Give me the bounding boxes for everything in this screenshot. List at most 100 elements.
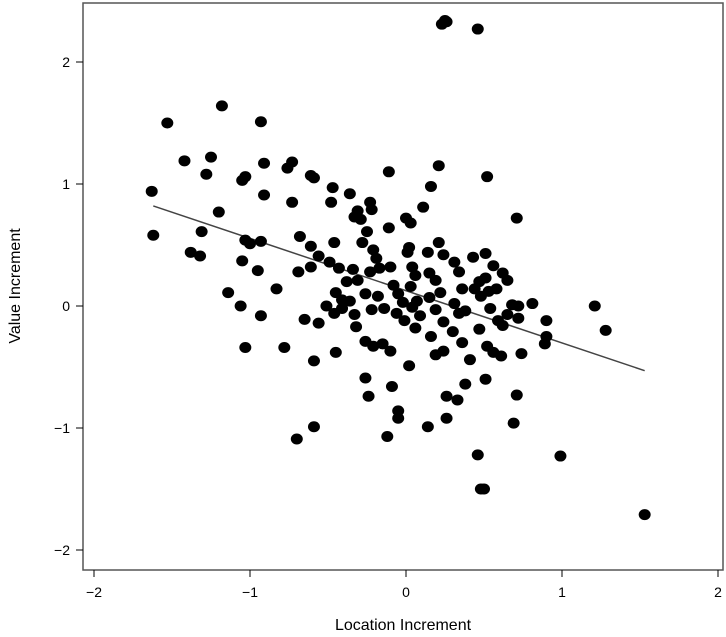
data-point <box>479 272 492 284</box>
data-point <box>205 151 217 163</box>
data-point <box>212 206 225 218</box>
data-point <box>307 355 320 367</box>
data-point <box>459 305 472 317</box>
data-point <box>501 274 514 286</box>
data-point <box>376 338 389 350</box>
data-point <box>365 204 378 216</box>
data-point <box>479 248 492 260</box>
data-point <box>429 274 442 286</box>
data-point <box>510 389 523 401</box>
data-point <box>487 260 500 272</box>
data-point <box>307 172 320 184</box>
data-point <box>270 283 283 295</box>
data-point <box>459 378 472 390</box>
plot-frame <box>82 2 724 571</box>
data-point <box>200 168 213 180</box>
data-point <box>323 256 336 268</box>
data-point <box>490 283 503 295</box>
data-point <box>385 381 398 393</box>
data-point <box>251 265 264 277</box>
data-point <box>215 100 228 112</box>
data-point <box>350 321 363 333</box>
data-point <box>434 287 447 299</box>
data-point <box>417 201 430 213</box>
data-point <box>343 295 356 307</box>
data-point <box>359 288 372 300</box>
data-point <box>638 509 651 521</box>
data-point <box>401 246 414 258</box>
data-point <box>364 266 377 278</box>
data-point <box>473 323 486 335</box>
x-tick-label: 2 <box>714 584 722 600</box>
data-point <box>495 350 508 362</box>
data-point <box>432 237 445 249</box>
data-point <box>332 262 345 274</box>
data-point <box>421 421 434 433</box>
data-point <box>456 337 469 349</box>
data-point <box>258 189 271 201</box>
data-point <box>336 302 349 314</box>
data-point <box>328 237 341 249</box>
data-point <box>382 222 395 234</box>
data-point <box>432 160 445 172</box>
data-point <box>222 287 235 299</box>
data-point <box>244 238 256 250</box>
data-point <box>437 249 450 261</box>
data-point <box>239 171 252 183</box>
data-point <box>365 304 378 316</box>
data-point <box>540 315 553 327</box>
data-point <box>236 255 249 267</box>
data-point <box>496 320 509 332</box>
data-point <box>448 298 461 310</box>
data-point <box>326 182 339 194</box>
data-point <box>501 309 514 321</box>
data-point <box>320 300 333 312</box>
data-point <box>325 196 338 208</box>
data-point <box>599 324 612 336</box>
data-point <box>479 373 492 385</box>
data-point <box>384 261 397 273</box>
data-point <box>367 340 380 352</box>
data-point <box>429 304 442 316</box>
data-point <box>371 290 384 302</box>
data-point <box>307 421 320 433</box>
data-point <box>178 155 191 167</box>
data-point <box>292 266 305 278</box>
x-axis-label: Location Increment <box>335 617 472 634</box>
data-point <box>396 296 409 308</box>
data-point <box>421 246 434 258</box>
data-point <box>392 288 405 300</box>
data-point <box>258 157 271 169</box>
data-point <box>367 244 380 256</box>
data-point <box>404 217 417 229</box>
data-point <box>356 237 369 249</box>
data-point <box>304 240 317 252</box>
data-point <box>406 261 419 273</box>
data-point <box>481 171 494 183</box>
data-point <box>512 312 525 324</box>
data-point <box>554 450 567 462</box>
data-point <box>440 390 453 402</box>
data-point <box>390 307 403 319</box>
data-point <box>293 230 306 242</box>
y-tick-label: 0 <box>62 298 70 314</box>
data-point <box>538 338 551 350</box>
data-point <box>403 360 416 372</box>
data-point <box>161 117 174 129</box>
x-tick-label: 1 <box>558 584 566 600</box>
x-tick-label: 0 <box>402 584 410 600</box>
data-point <box>354 213 367 225</box>
data-point <box>471 23 484 35</box>
data-point <box>437 316 450 328</box>
regression-line <box>153 205 645 372</box>
data-point <box>515 348 528 360</box>
data-point <box>448 256 461 268</box>
data-point <box>392 412 405 424</box>
data-point <box>254 235 267 247</box>
data-point <box>507 417 520 429</box>
data-point <box>351 274 364 286</box>
data-point <box>361 226 373 238</box>
data-point <box>254 310 267 322</box>
data-point <box>451 394 464 406</box>
data-point <box>340 276 353 288</box>
